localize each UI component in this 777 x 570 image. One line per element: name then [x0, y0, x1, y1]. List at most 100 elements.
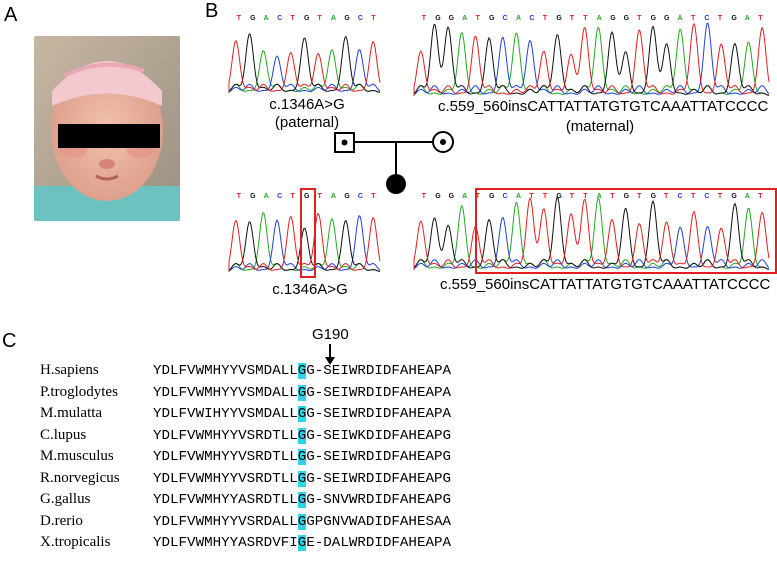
trace-g	[413, 196, 770, 270]
protein-sequence: YDLFVWIHYYVSMDALLGG-SEIWRDIDFAHEAPA	[153, 406, 452, 422]
conserved-residue-highlight: G	[297, 470, 307, 487]
base-letter: A	[744, 193, 750, 200]
base-letter: T	[664, 193, 669, 200]
protein-sequence: YDLFVWMHYYVSRDTLLGG-SEIWRDIDFAHEAPG	[153, 470, 452, 487]
protein-sequence: YDLFVWMHYYASRDVFIGE-DALWRDIDFAHEAPA	[153, 535, 452, 551]
panel-label-c: C	[2, 330, 17, 352]
base-letter: T	[475, 193, 480, 200]
base-letter: T	[690, 193, 696, 200]
base-letter: T	[583, 193, 588, 200]
base-letter: A	[744, 15, 750, 22]
panel-label-b: B	[205, 0, 219, 22]
protein-sequence: YDLFVWMHYYVSRDALLGGPGNVWADIDFAHESAA	[153, 513, 452, 530]
conserved-residue-highlight: G	[297, 363, 307, 379]
protein-sequence: YDLFVWMHYYVSMDALLGG-SEIWRDIDFAHEAPA	[153, 384, 452, 401]
base-letter: T	[529, 193, 534, 200]
trace-c	[228, 215, 381, 272]
base-letter: G	[623, 193, 630, 200]
base-letter: G	[344, 193, 350, 200]
conserved-residue-highlight: G	[297, 535, 307, 551]
conserved-residue-highlight: G	[297, 513, 307, 530]
base-letter: A	[677, 15, 683, 22]
base-letter: G	[250, 15, 256, 22]
trace-t	[413, 196, 770, 270]
base-letter: G	[489, 15, 495, 22]
base-letter: T	[371, 15, 376, 22]
protein-sequence: YDLFVWMHYYVSRDTLLGG-SEIWRDIDFAHEAPG	[153, 449, 452, 465]
down-arrow-icon	[325, 344, 335, 365]
base-letter: A	[330, 193, 336, 200]
conserved-residue-highlight: G	[297, 449, 307, 465]
species-name: R.norvegicus	[40, 469, 120, 486]
trace-g	[228, 219, 381, 272]
base-letter: C	[277, 15, 283, 22]
base-letter: G	[650, 15, 657, 22]
label-proband-right-variant: c.559_560insCATTATTATGTGTCAAATTATCCCC	[440, 276, 771, 293]
base-letter: C	[677, 193, 683, 200]
base-letter: G	[448, 15, 455, 22]
base-letter: G	[650, 193, 657, 200]
g190-marker-label: G190	[312, 326, 349, 343]
protein-sequence: YDLFVWMHYYASRDTLLGG-SNVWRDIDFAHEAPG	[153, 492, 452, 508]
variant-box-right	[475, 188, 777, 274]
base-letter: T	[717, 15, 723, 22]
base-letter: C	[529, 15, 535, 22]
trace-c	[228, 49, 381, 93]
base-letter: T	[758, 15, 763, 22]
base-letter: T	[569, 15, 575, 22]
species-name: P.troglodytes	[40, 383, 118, 400]
label-proband-left-variant: c.1346A>G	[272, 281, 348, 298]
species-name: M.mulatta	[40, 405, 103, 421]
base-letter: T	[371, 193, 376, 200]
base-letter: C	[704, 193, 710, 200]
base-letter: G	[556, 15, 562, 22]
label-paternal: (paternal)	[274, 114, 340, 131]
base-letter: C	[357, 15, 363, 22]
label-maternal: (maternal)	[565, 118, 635, 135]
base-letter: T	[610, 193, 615, 200]
base-letter: A	[263, 193, 269, 200]
base-letter: T	[758, 193, 763, 200]
base-letter: G	[610, 15, 616, 22]
species-name: D.rerio	[40, 512, 83, 529]
trace-g	[413, 24, 770, 96]
base-letter: T	[290, 15, 295, 22]
base-letter: G	[731, 15, 737, 22]
base-letter: G	[623, 15, 630, 22]
trace-a	[413, 197, 770, 270]
proband-symbol	[386, 174, 406, 194]
base-letter: G	[435, 193, 441, 200]
base-letter: C	[277, 193, 283, 200]
base-letter: T	[290, 193, 295, 200]
conserved-residue-highlight: G	[297, 492, 307, 508]
species-name: M.musculus	[40, 448, 114, 464]
base-letter: T	[421, 15, 426, 22]
chromatogram-figure	[228, 22, 777, 278]
trace-c	[413, 22, 770, 96]
conserved-residue-highlight: G	[297, 427, 307, 444]
base-letter: T	[317, 193, 322, 200]
conserved-residue-highlight: G	[297, 384, 307, 401]
base-letter: C	[502, 15, 508, 22]
base-letter: G	[664, 15, 670, 22]
label-maternal-variant: c.559_560insCATTATTATGTGTCAAATTATCCCC	[438, 98, 769, 115]
base-letter: T	[569, 193, 575, 200]
patient-photo	[34, 36, 180, 221]
base-letter: T	[236, 193, 241, 200]
base-letter: G	[304, 15, 310, 22]
base-letter: G	[556, 193, 562, 200]
base-letter: G	[250, 193, 256, 200]
base-letter: T	[236, 15, 241, 22]
species-name: G.gallus	[40, 491, 91, 507]
trace-t	[228, 39, 381, 93]
base-letter: T	[421, 193, 426, 200]
base-letter: G	[731, 193, 737, 200]
trace-t	[228, 212, 381, 272]
base-letter: A	[515, 193, 522, 200]
base-letter: T	[690, 15, 696, 22]
base-letter: C	[357, 193, 363, 200]
base-letter: A	[462, 193, 468, 200]
